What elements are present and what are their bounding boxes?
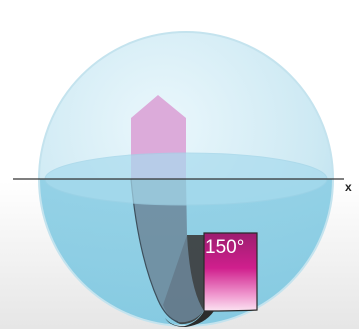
ribbon-fold: [165, 311, 214, 327]
ribbon-rotated-segment: [203, 232, 258, 312]
ribbon-submerged-segment: [131, 179, 204, 323]
ribbon-submerged-edge: [130, 178, 179, 323]
angle-label: 150°: [205, 237, 244, 258]
x-axis-label: x: [345, 180, 352, 194]
